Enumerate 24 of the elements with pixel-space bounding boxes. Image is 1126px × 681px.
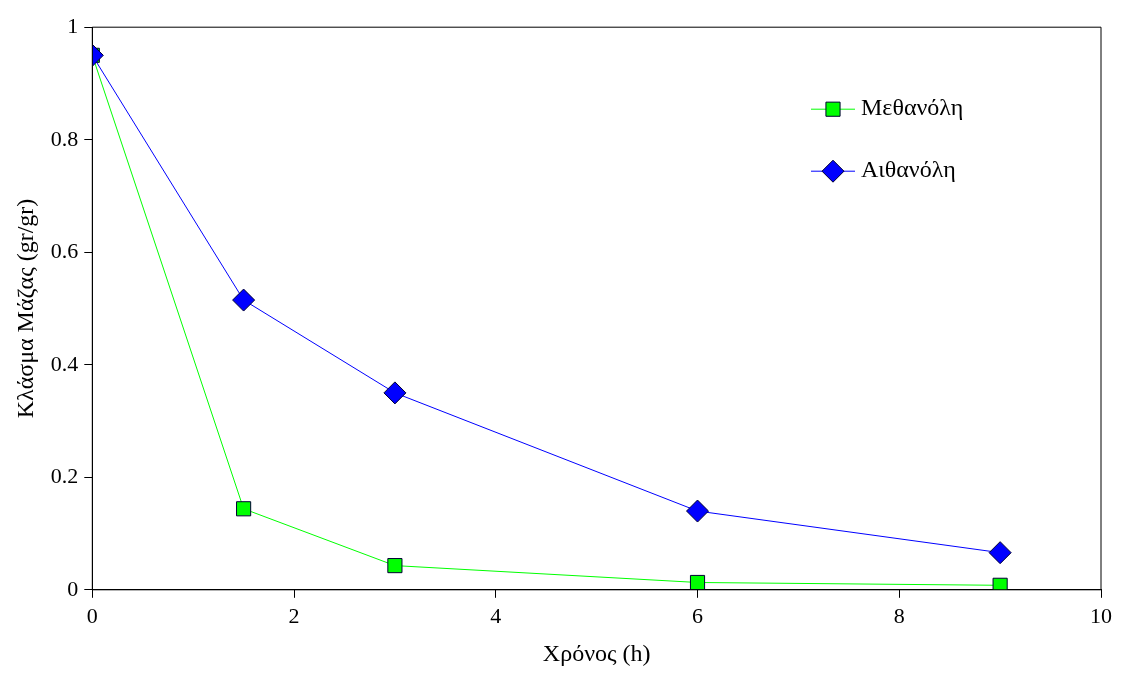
legend-label: Μεθανόλη — [861, 94, 964, 121]
y-tick-label: 0.6 — [50, 238, 79, 264]
x-axis-title: Χρόνος (h) — [542, 639, 651, 666]
y-axis-title: Κλάσμα Μάζας (gr/gr) — [11, 198, 38, 419]
y-tick-label: 1 — [67, 12, 79, 38]
point — [232, 288, 256, 312]
point — [686, 499, 710, 523]
point — [988, 541, 1012, 565]
x-tick-label: 4 — [490, 602, 502, 628]
y-tick-label: 0.4 — [50, 350, 79, 376]
x-tick-label: 8 — [893, 602, 905, 628]
x-tick-label: 6 — [692, 602, 704, 628]
x-tick-label: 0 — [86, 602, 98, 628]
x-tick-label: 10 — [1090, 602, 1112, 628]
point — [387, 558, 403, 574]
point — [992, 577, 1008, 590]
x-tick-label: 2 — [288, 602, 300, 628]
point — [383, 381, 407, 405]
point — [236, 501, 252, 517]
y-tick-label: 0 — [67, 575, 79, 601]
point — [689, 574, 706, 590]
y-tick-label: 0.8 — [50, 125, 79, 151]
y-tick-label: 0.2 — [50, 463, 79, 489]
legend-label: Αιθανόλη — [861, 156, 956, 183]
